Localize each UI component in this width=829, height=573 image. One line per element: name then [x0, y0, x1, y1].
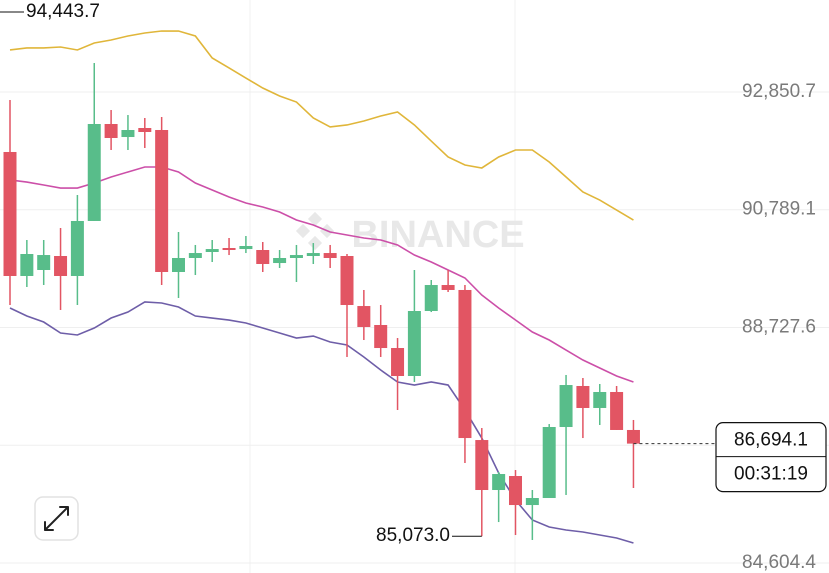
candle-body [54, 255, 68, 276]
candle-body [374, 324, 388, 349]
candle-body [138, 127, 152, 132]
watermark-logo [295, 211, 335, 251]
candle-body [542, 427, 556, 499]
candle-body [306, 253, 320, 256]
candle-body [391, 348, 405, 377]
countdown: 00:31:19 [734, 464, 808, 485]
candle-body [256, 250, 270, 264]
watermark: BINANCE [351, 214, 524, 256]
candle-body [70, 220, 84, 276]
candle-body [492, 474, 506, 491]
candle-body [458, 289, 472, 439]
candle-body [3, 151, 17, 276]
candle-body [222, 248, 236, 251]
candle-body [441, 285, 455, 290]
candle-body [340, 255, 354, 306]
candle-body [323, 253, 337, 258]
band-line [9, 166, 634, 383]
candle-body [188, 253, 202, 258]
candle-body [407, 311, 421, 377]
y-tick-label: 88,727.6 [742, 316, 816, 337]
candle-body [289, 255, 303, 258]
candle-body [475, 440, 489, 491]
candle-body [121, 129, 135, 138]
candle-body [155, 129, 169, 272]
candle-body [593, 391, 607, 408]
candle-body [20, 254, 34, 276]
candle-body [87, 124, 101, 221]
candle-body [37, 255, 51, 270]
candle-body [610, 391, 624, 430]
y-tick-label: 84,604.4 [742, 552, 816, 573]
low-marker-label: 85,073.0 [376, 525, 450, 546]
candle-body [273, 257, 287, 264]
bands [9, 30, 634, 544]
candle-body [424, 285, 438, 312]
last-price-label: 86,694.1 [734, 430, 808, 451]
candle-body [239, 246, 253, 250]
candle-body [576, 385, 590, 408]
candle-body [626, 429, 640, 444]
candles [3, 63, 640, 540]
grid: 92,850.790,789.188,727.686,666.084,604.4 [0, 81, 829, 573]
expand-button[interactable] [34, 496, 79, 541]
y-tick-label: 90,789.1 [742, 199, 816, 220]
band-line [9, 301, 634, 544]
candle-body [559, 385, 573, 428]
overlay: 94,443.7 85,073.0 86,694.1 00:31:19 [0, 1, 827, 546]
high-marker-label: 94,443.7 [26, 1, 100, 22]
candle-body [172, 257, 185, 272]
candle-body [357, 306, 371, 327]
candle-body [525, 498, 539, 506]
candle-body [205, 249, 219, 253]
y-tick-label: 92,850.7 [742, 81, 816, 102]
candle-body [104, 124, 118, 138]
band-line [9, 30, 634, 221]
candle-body [509, 476, 522, 506]
